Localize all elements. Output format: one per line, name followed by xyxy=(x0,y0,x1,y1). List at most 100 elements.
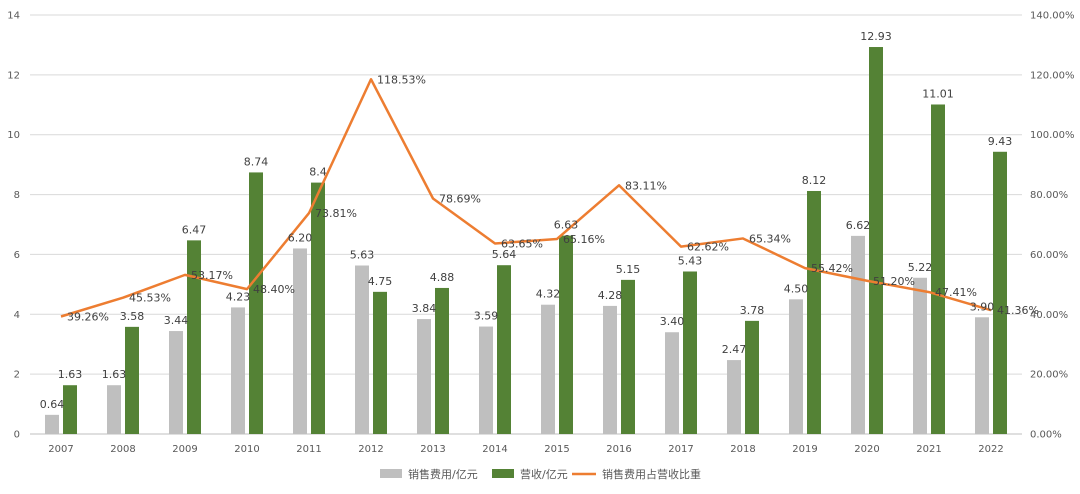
bar-sales-expense xyxy=(541,304,555,434)
bar-sales-expense xyxy=(417,319,431,434)
bar-revenue xyxy=(497,265,511,434)
legend-label-revenue: 营收/亿元 xyxy=(520,467,568,481)
bar-label-revenue: 8.4 xyxy=(309,166,327,179)
x-tick-label: 2021 xyxy=(916,444,941,455)
left-tick-label: 14 xyxy=(7,11,20,22)
x-tick-label: 2008 xyxy=(110,444,135,455)
x-tick-label: 2011 xyxy=(296,444,321,455)
bar-sales-expense xyxy=(665,332,679,434)
bar-label-sales-expense: 3.40 xyxy=(660,315,685,328)
bar-revenue xyxy=(621,279,635,434)
bar-sales-expense xyxy=(293,248,307,434)
bar-label-sales-expense: 3.84 xyxy=(412,302,437,315)
bar-sales-expense xyxy=(231,307,245,434)
line-label-ratio: 63.65% xyxy=(501,238,543,251)
right-tick-label: 120.00% xyxy=(1030,70,1075,81)
x-tick-label: 2012 xyxy=(358,444,383,455)
line-label-ratio: 53.17% xyxy=(191,269,233,282)
bar-sales-expense xyxy=(45,414,59,434)
x-tick-label: 2010 xyxy=(234,444,259,455)
x-tick-label: 2013 xyxy=(420,444,445,455)
legend-label-sales-expense: 销售费用/亿元 xyxy=(408,467,478,481)
right-tick-label: 100.00% xyxy=(1030,130,1075,141)
bar-label-revenue: 12.93 xyxy=(860,30,892,43)
x-tick-label: 2007 xyxy=(48,444,73,455)
bar-series xyxy=(45,47,1007,435)
line-label-ratio: 73.81% xyxy=(315,207,357,220)
bar-label-sales-expense: 3.44 xyxy=(164,314,189,327)
line-label-ratio: 41.36% xyxy=(997,304,1039,317)
bar-label-revenue: 5.43 xyxy=(678,254,703,267)
line-label-ratio: 48.40% xyxy=(253,283,295,296)
x-tick-label: 2018 xyxy=(730,444,755,455)
bar-label-revenue: 8.12 xyxy=(802,174,827,187)
right-tick-label: 20.00% xyxy=(1030,370,1068,381)
right-tick-label: 60.00% xyxy=(1030,250,1068,261)
bar-revenue xyxy=(559,235,573,434)
bar-label-revenue: 3.58 xyxy=(120,310,145,323)
left-y-axis: 0 2 4 6 8 10 12 14 xyxy=(7,11,20,441)
bar-sales-expense xyxy=(913,277,927,434)
bar-revenue xyxy=(249,172,263,434)
bar-label-sales-expense: 6.62 xyxy=(846,219,871,232)
bar-sales-expense xyxy=(727,360,741,434)
right-tick-label: 0.00% xyxy=(1030,430,1062,441)
bar-revenue xyxy=(311,182,325,434)
bar-label-revenue: 11.01 xyxy=(922,87,954,100)
right-tick-label: 80.00% xyxy=(1030,190,1068,201)
bar-label-revenue: 8.74 xyxy=(244,155,269,168)
bar-label-sales-expense: 1.63 xyxy=(102,368,127,381)
bar-label-revenue: 5.15 xyxy=(616,263,641,276)
right-tick-label: 40.00% xyxy=(1030,310,1068,321)
bar-sales-expense xyxy=(975,317,989,434)
bar-label-sales-expense: 4.23 xyxy=(226,290,251,303)
data-labels: 0.64 1.63 1.63 3.58 3.44 6.47 4.23 8.74 6.20 8.4 5… xyxy=(40,30,1039,411)
x-tick-label: 2020 xyxy=(854,444,879,455)
left-tick-label: 8 xyxy=(14,190,20,201)
bar-revenue xyxy=(373,291,387,434)
line-label-ratio: 118.53% xyxy=(377,73,426,86)
line-label-ratio: 45.53% xyxy=(129,292,171,305)
left-tick-label: 10 xyxy=(7,130,20,141)
bar-label-sales-expense: 2.47 xyxy=(722,343,747,356)
bar-revenue xyxy=(931,104,945,435)
bar-revenue xyxy=(125,326,139,434)
bar-revenue xyxy=(435,287,449,434)
line-label-ratio: 39.26% xyxy=(67,311,109,324)
left-tick-label: 12 xyxy=(7,70,20,81)
bar-label-sales-expense: 5.22 xyxy=(908,261,933,274)
x-tick-label: 2014 xyxy=(482,444,507,455)
bar-sales-expense xyxy=(107,385,121,434)
bar-label-sales-expense: 3.59 xyxy=(474,310,499,323)
bar-label-sales-expense: 4.50 xyxy=(784,282,809,295)
legend-swatch-sales-expense xyxy=(380,469,402,478)
line-label-ratio: 47.41% xyxy=(935,286,977,299)
x-axis: 2007 2008 2009 2010 2011 2012 2013 2014 2015 2016… xyxy=(30,433,1022,455)
left-tick-label: 2 xyxy=(14,370,20,381)
bar-sales-expense xyxy=(355,265,369,434)
bar-label-revenue: 5.64 xyxy=(492,248,517,261)
line-label-ratio: 62.62% xyxy=(687,241,729,254)
bar-revenue xyxy=(807,190,821,434)
bar-label-revenue: 6.63 xyxy=(554,219,579,232)
line-label-ratio: 83.11% xyxy=(625,179,667,192)
bar-revenue xyxy=(63,385,77,434)
bar-sales-expense xyxy=(789,299,803,434)
line-series xyxy=(60,78,992,318)
bar-label-revenue: 4.75 xyxy=(368,275,393,288)
line-ratio xyxy=(60,78,992,318)
left-tick-label: 4 xyxy=(14,310,20,321)
bar-label-sales-expense: 6.20 xyxy=(288,231,313,244)
left-tick-label: 6 xyxy=(14,250,20,261)
bar-sales-expense xyxy=(169,331,183,434)
left-tick-label: 0 xyxy=(14,430,20,441)
x-tick-label: 2009 xyxy=(172,444,197,455)
bar-label-sales-expense: 4.32 xyxy=(536,288,561,301)
bar-label-revenue: 1.63 xyxy=(58,368,83,381)
bar-label-revenue: 4.88 xyxy=(430,271,455,284)
bar-revenue xyxy=(187,240,201,434)
bar-sales-expense xyxy=(851,235,865,434)
x-tick-label: 2015 xyxy=(544,444,569,455)
bar-label-sales-expense: 0.64 xyxy=(40,398,65,411)
line-label-ratio: 65.34% xyxy=(749,232,791,245)
